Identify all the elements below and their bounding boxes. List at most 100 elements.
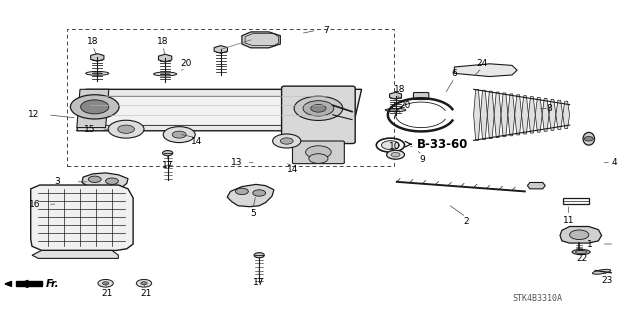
Circle shape (254, 253, 264, 258)
Text: 2: 2 (463, 217, 468, 226)
Circle shape (102, 282, 109, 285)
Text: STK4B3310A: STK4B3310A (512, 294, 562, 303)
Circle shape (381, 141, 399, 150)
Text: 8: 8 (547, 104, 552, 113)
Circle shape (106, 178, 118, 184)
Text: 3: 3 (55, 177, 60, 186)
Text: 7: 7 (324, 26, 329, 35)
Circle shape (280, 138, 293, 144)
Text: 9: 9 (420, 155, 425, 164)
Text: 5: 5 (250, 209, 255, 218)
Circle shape (163, 151, 173, 156)
Ellipse shape (154, 72, 177, 76)
Text: 12: 12 (28, 110, 39, 119)
Circle shape (236, 188, 248, 195)
Polygon shape (563, 101, 570, 129)
Text: 6: 6 (452, 69, 457, 78)
Ellipse shape (93, 73, 102, 74)
FancyBboxPatch shape (84, 96, 332, 125)
Polygon shape (508, 94, 515, 136)
Polygon shape (227, 184, 274, 207)
Circle shape (308, 154, 328, 163)
FancyBboxPatch shape (292, 141, 344, 164)
Text: 20: 20 (399, 101, 411, 110)
Text: 14: 14 (287, 165, 299, 174)
Text: 16: 16 (29, 200, 41, 209)
Circle shape (136, 279, 152, 287)
Circle shape (81, 100, 109, 114)
Polygon shape (474, 89, 481, 140)
Text: 10: 10 (389, 142, 401, 151)
Circle shape (172, 131, 186, 138)
Ellipse shape (593, 269, 611, 274)
Ellipse shape (86, 71, 109, 75)
Text: 20: 20 (180, 59, 191, 68)
Text: 21: 21 (140, 289, 152, 298)
Text: 14: 14 (191, 137, 203, 146)
Text: 15: 15 (84, 125, 95, 134)
Circle shape (584, 137, 593, 141)
Ellipse shape (572, 249, 590, 255)
Circle shape (306, 146, 332, 159)
Text: Fr.: Fr. (46, 279, 60, 289)
Circle shape (387, 150, 404, 159)
Polygon shape (535, 98, 542, 132)
Circle shape (294, 96, 343, 121)
Text: 17: 17 (162, 161, 173, 170)
Polygon shape (31, 185, 133, 250)
Polygon shape (560, 226, 602, 243)
Polygon shape (487, 91, 494, 138)
FancyBboxPatch shape (413, 93, 429, 100)
Polygon shape (77, 89, 362, 131)
Polygon shape (481, 90, 487, 139)
Ellipse shape (161, 73, 170, 75)
Text: 23: 23 (601, 276, 612, 285)
Ellipse shape (583, 132, 595, 145)
Circle shape (303, 101, 334, 116)
Polygon shape (390, 92, 401, 99)
Polygon shape (454, 64, 517, 77)
Polygon shape (542, 99, 549, 131)
Text: 4: 4 (612, 158, 617, 167)
Text: 22: 22 (577, 254, 588, 263)
Circle shape (570, 230, 589, 240)
Polygon shape (16, 281, 42, 286)
Text: 17: 17 (253, 278, 265, 287)
Bar (67, 29, 394, 166)
Circle shape (391, 152, 400, 157)
Polygon shape (91, 54, 104, 61)
Text: 18: 18 (157, 37, 169, 46)
Circle shape (118, 125, 134, 133)
Text: 18: 18 (87, 37, 99, 46)
Circle shape (253, 190, 266, 196)
Circle shape (141, 282, 147, 285)
FancyBboxPatch shape (282, 86, 355, 144)
Circle shape (70, 95, 119, 119)
Text: 18: 18 (394, 85, 406, 94)
Polygon shape (214, 46, 227, 53)
Circle shape (88, 176, 101, 182)
Polygon shape (549, 99, 556, 130)
Ellipse shape (392, 109, 399, 111)
Polygon shape (5, 281, 12, 286)
Polygon shape (501, 93, 508, 137)
Polygon shape (159, 54, 172, 62)
Circle shape (98, 279, 113, 287)
Polygon shape (515, 95, 522, 135)
Text: 1: 1 (588, 240, 593, 249)
Polygon shape (529, 97, 535, 133)
Polygon shape (32, 250, 118, 258)
Text: 24: 24 (476, 59, 488, 68)
Circle shape (108, 120, 144, 138)
Circle shape (163, 127, 195, 143)
Polygon shape (522, 96, 529, 134)
Polygon shape (242, 32, 280, 48)
Ellipse shape (575, 250, 587, 254)
Polygon shape (82, 173, 128, 189)
Text: 13: 13 (231, 158, 243, 167)
Polygon shape (556, 100, 563, 130)
Circle shape (273, 134, 301, 148)
Text: 11: 11 (563, 216, 574, 225)
Polygon shape (527, 182, 545, 189)
Text: 21: 21 (102, 289, 113, 298)
